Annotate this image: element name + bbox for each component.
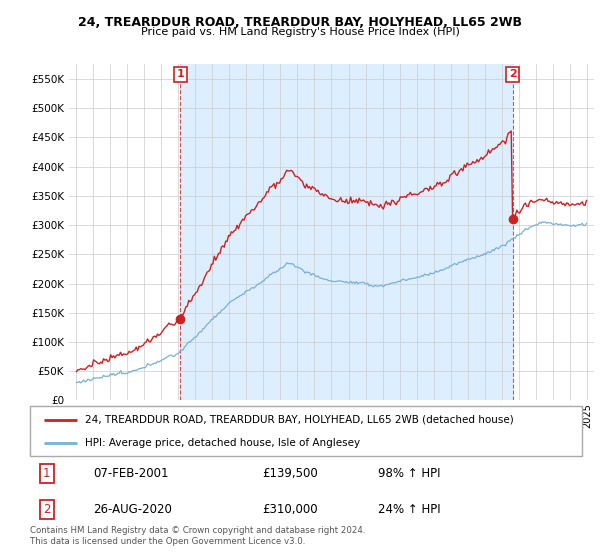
Text: 1: 1 — [43, 467, 50, 480]
Text: Price paid vs. HM Land Registry's House Price Index (HPI): Price paid vs. HM Land Registry's House … — [140, 27, 460, 37]
Text: HPI: Average price, detached house, Isle of Anglesey: HPI: Average price, detached house, Isle… — [85, 438, 361, 448]
Text: 2: 2 — [43, 503, 50, 516]
Text: 26-AUG-2020: 26-AUG-2020 — [94, 503, 172, 516]
Text: 24% ↑ HPI: 24% ↑ HPI — [378, 503, 440, 516]
Text: 24, TREARDDUR ROAD, TREARDDUR BAY, HOLYHEAD, LL65 2WB: 24, TREARDDUR ROAD, TREARDDUR BAY, HOLYH… — [78, 16, 522, 29]
FancyBboxPatch shape — [30, 406, 582, 456]
Bar — [180, 64, 512, 400]
Text: £139,500: £139,500 — [262, 467, 317, 480]
Text: 2: 2 — [509, 69, 517, 80]
Text: 98% ↑ HPI: 98% ↑ HPI — [378, 467, 440, 480]
Text: Contains HM Land Registry data © Crown copyright and database right 2024.
This d: Contains HM Land Registry data © Crown c… — [30, 526, 365, 546]
Text: 07-FEB-2001: 07-FEB-2001 — [94, 467, 169, 480]
Text: 1: 1 — [176, 69, 184, 80]
Text: 24, TREARDDUR ROAD, TREARDDUR BAY, HOLYHEAD, LL65 2WB (detached house): 24, TREARDDUR ROAD, TREARDDUR BAY, HOLYH… — [85, 414, 514, 424]
Text: £310,000: £310,000 — [262, 503, 317, 516]
